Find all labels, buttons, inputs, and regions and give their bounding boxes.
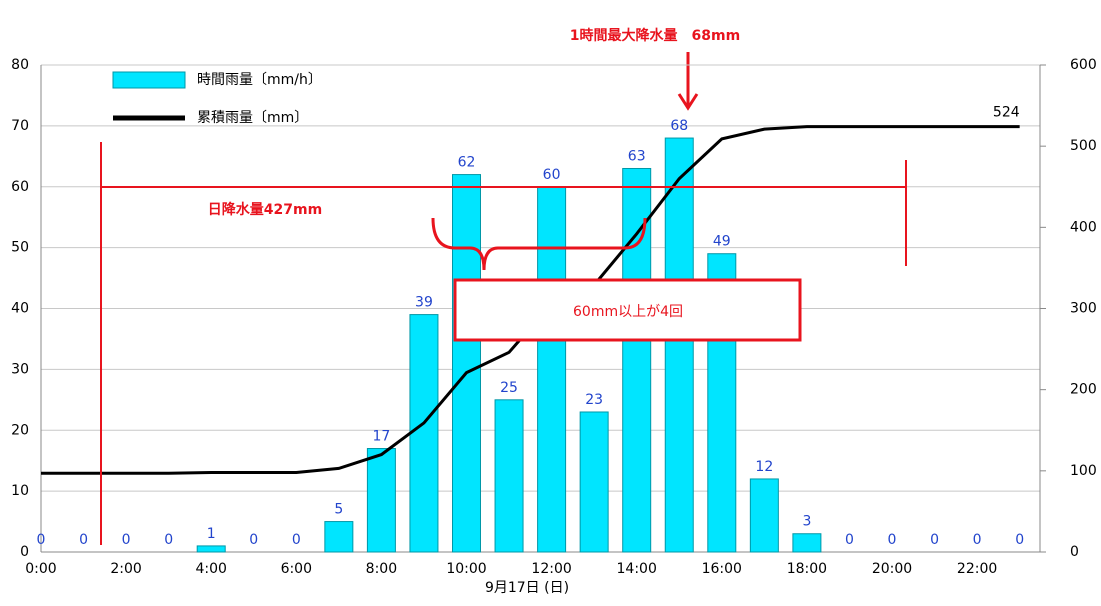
- bar: [664, 137, 694, 553]
- annotation: 日降水量427mm: [208, 201, 322, 218]
- bar-value-label: 0: [930, 532, 939, 548]
- bar-value-label: 0: [79, 532, 88, 548]
- bar: [452, 174, 481, 553]
- y-tick-label: 70: [11, 118, 29, 134]
- bar-value-label: 0: [973, 532, 982, 548]
- y2-tick-label: 0: [1070, 544, 1079, 560]
- bar-value-label: 62: [458, 155, 476, 171]
- y2-tick-label: 600: [1070, 57, 1097, 73]
- bar: [366, 448, 396, 553]
- x-tick-label: 2:00: [110, 561, 141, 577]
- legend-label: 累積雨量〔mm〕: [197, 110, 308, 126]
- legend-swatch: [112, 71, 186, 89]
- bar-value-label: 5: [334, 502, 343, 518]
- x-tick-label: 18:00: [787, 561, 827, 577]
- y-tick-label: 20: [11, 422, 29, 438]
- x-tick-label: 4:00: [195, 561, 226, 577]
- y2-tick-label: 200: [1070, 382, 1097, 398]
- x-tick-label: 12:00: [531, 561, 571, 577]
- bar-value-label: 17: [372, 429, 390, 445]
- bar-value-label: 0: [249, 532, 258, 548]
- bar-value-label: 0: [164, 532, 173, 548]
- bar: [749, 478, 779, 553]
- y2-tick-label: 300: [1070, 301, 1097, 317]
- bar: [196, 545, 226, 553]
- bar-value-label: 39: [415, 295, 433, 311]
- bar-value-label: 0: [1015, 532, 1024, 548]
- bar: [579, 411, 609, 553]
- x-tick-label: 10:00: [446, 561, 486, 577]
- x-axis-label: 9月17日 (日): [485, 580, 569, 596]
- bar: [324, 521, 354, 553]
- bar-value-label: 49: [713, 234, 731, 250]
- bar-value-label: 0: [292, 532, 301, 548]
- bar: [537, 186, 567, 553]
- x-tick-label: 0:00: [25, 561, 56, 577]
- y2-tick-label: 400: [1070, 219, 1097, 235]
- bar-value-label: 3: [802, 514, 811, 530]
- y2-tick-label: 100: [1070, 463, 1097, 479]
- y-tick-label: 0: [20, 544, 29, 560]
- y-tick-label: 30: [11, 361, 29, 377]
- x-tick-label: 6:00: [281, 561, 312, 577]
- bar: [494, 399, 524, 553]
- arrow-head: [677, 93, 699, 111]
- bar-value-label: 25: [500, 380, 518, 396]
- bar-value-label: 0: [888, 532, 897, 548]
- line-end-label: 524: [993, 105, 1020, 121]
- annotation-shapes: [100, 142, 907, 545]
- bar: [409, 314, 439, 553]
- bar: [792, 533, 822, 553]
- x-tick-label: 22:00: [957, 561, 997, 577]
- bar-value-label: 63: [628, 148, 646, 164]
- y-tick-label: 60: [11, 179, 29, 195]
- y-tick-label: 40: [11, 301, 29, 317]
- bar-value-label: 0: [122, 532, 131, 548]
- bar-value-label: 12: [755, 459, 773, 475]
- bar-value-label: 1: [207, 526, 216, 542]
- bar-value-label: 60: [543, 167, 561, 183]
- y-tick-label: 80: [11, 57, 29, 73]
- bar-value-label: 0: [37, 532, 46, 548]
- brace: [431, 217, 647, 271]
- bar-value-label: 0: [845, 532, 854, 548]
- bar: [622, 167, 652, 553]
- y-tick-label: 10: [11, 483, 29, 499]
- bar-value-label: 68: [670, 118, 688, 134]
- x-tick-label: 8:00: [366, 561, 397, 577]
- x-tick-label: 14:00: [617, 561, 657, 577]
- annotation: 60mm以上が4回: [573, 304, 683, 320]
- callout-box: [453, 278, 802, 342]
- legend-label: 時間雨量〔mm/h〕: [197, 72, 322, 88]
- bar-value-label: 23: [585, 392, 603, 408]
- x-tick-label: 20:00: [872, 561, 912, 577]
- x-tick-label: 16:00: [702, 561, 742, 577]
- y-tick-label: 50: [11, 240, 29, 256]
- y2-tick-label: 500: [1070, 138, 1097, 154]
- chart-title: 1時間最大降水量 68mm: [570, 27, 740, 44]
